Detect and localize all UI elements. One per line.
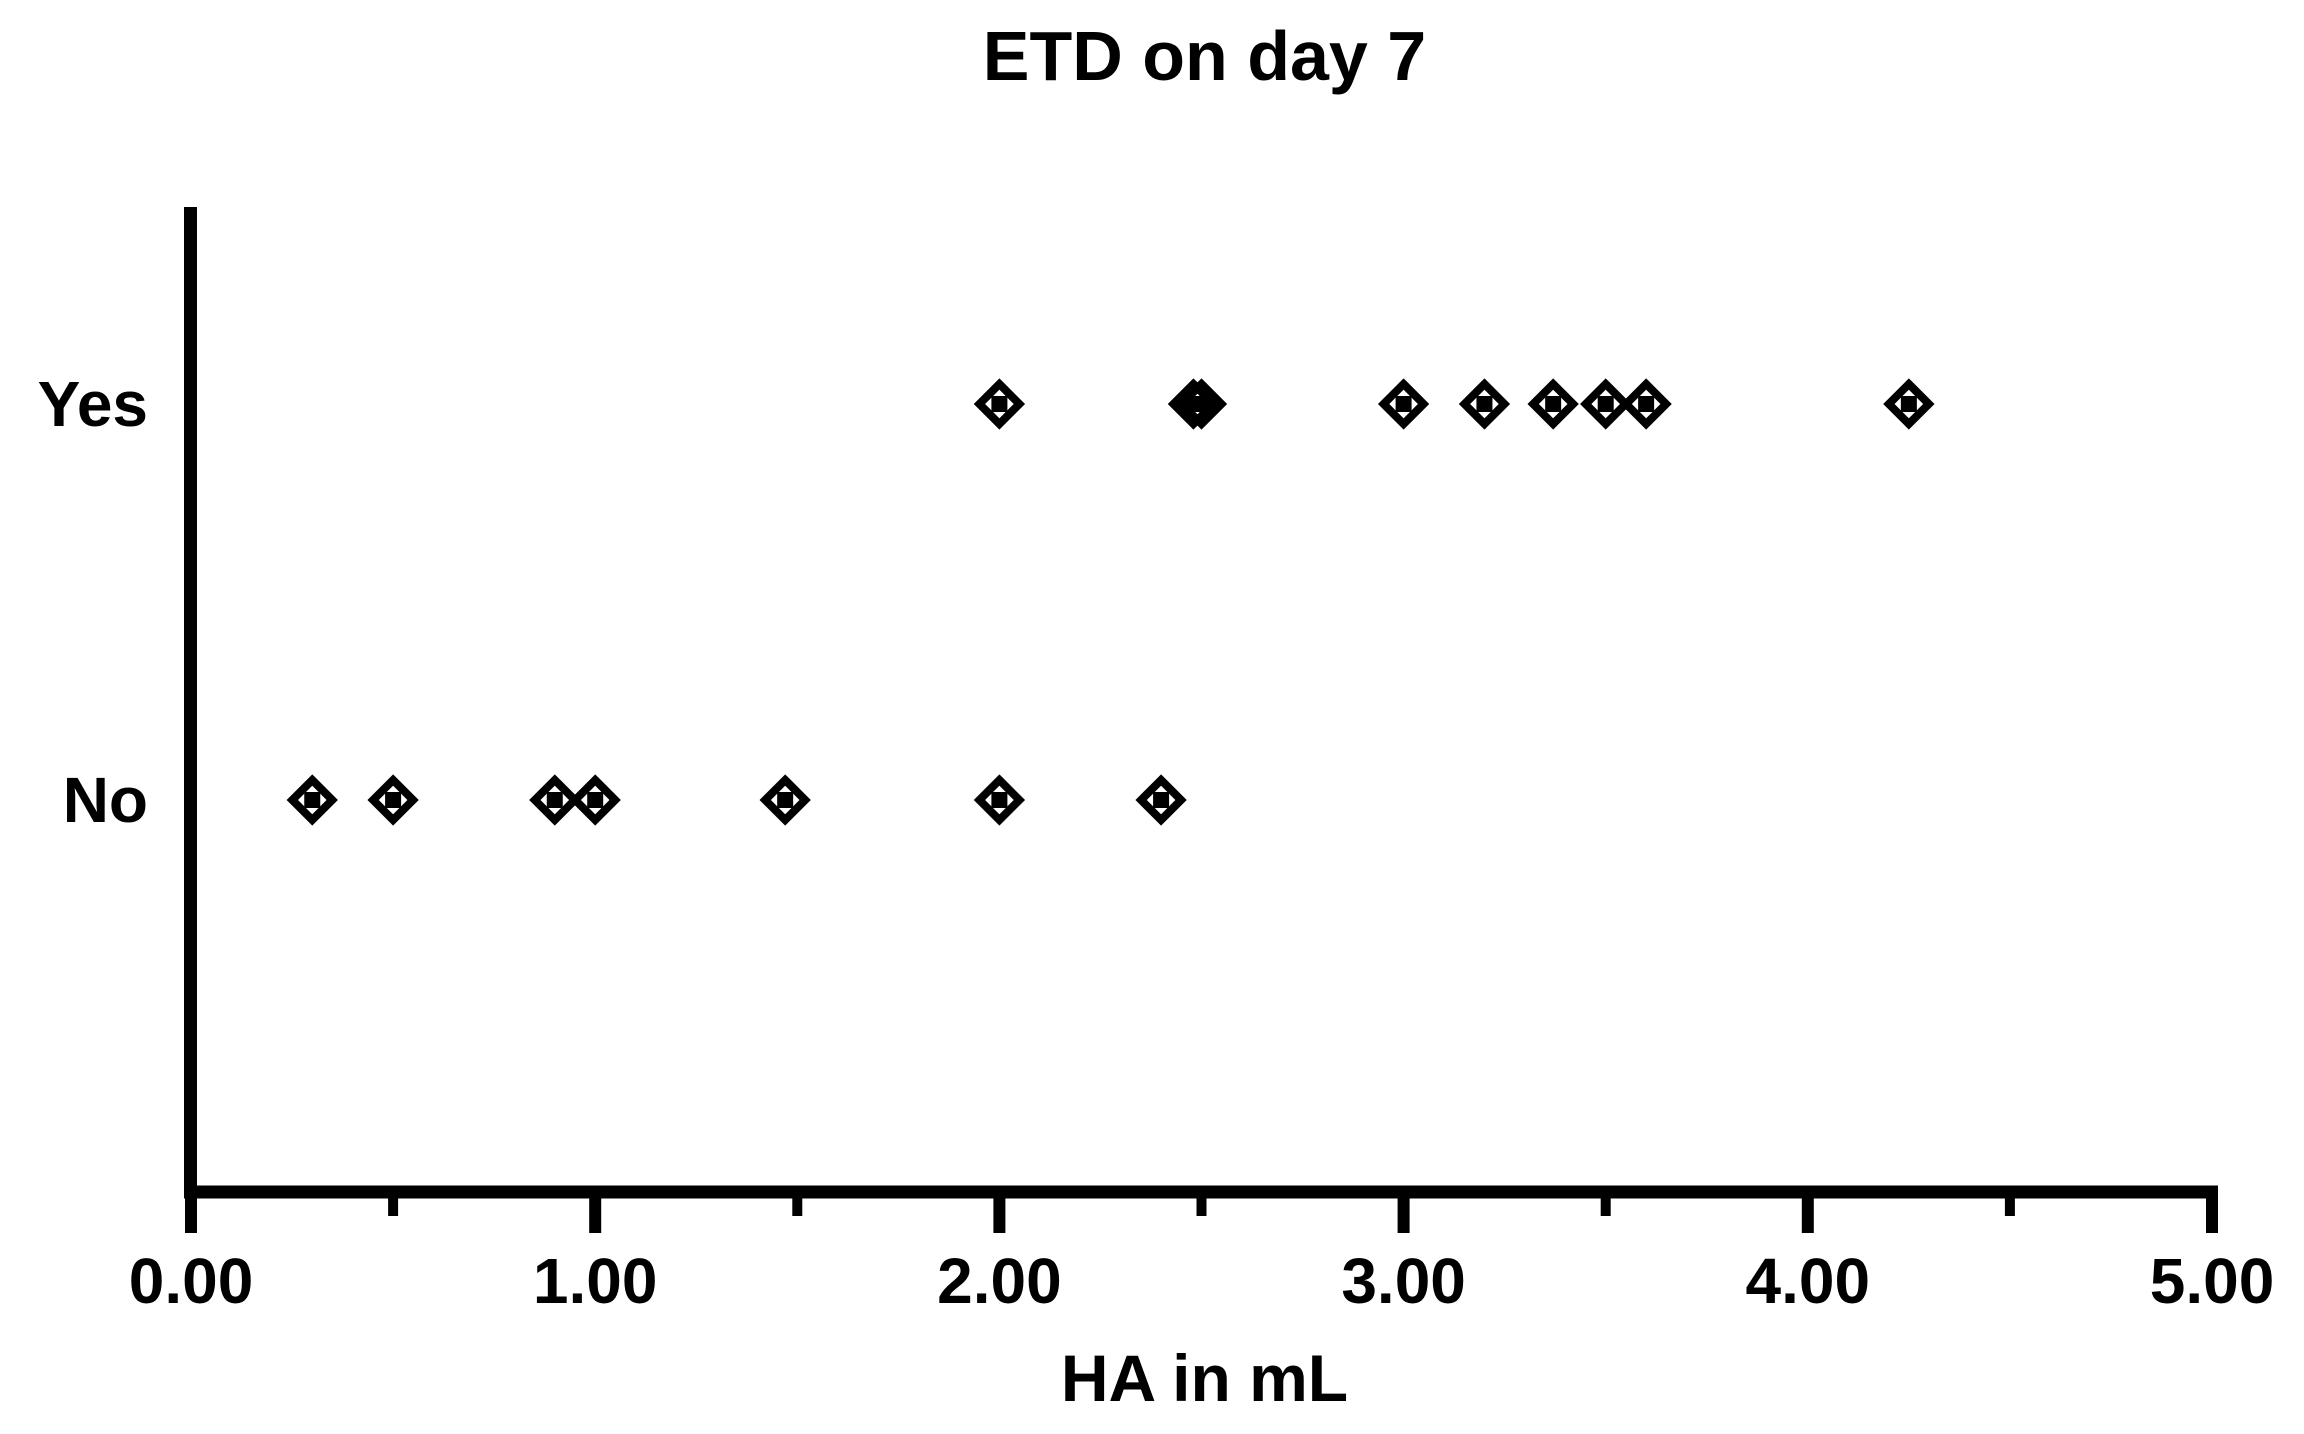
data-point-diamond-yes (973, 378, 1026, 430)
data-point-center-dot-no (1153, 792, 1170, 808)
data-point-diamond-no (286, 774, 338, 826)
data-point-center-dot-no (546, 792, 563, 808)
data-point-center-dot-no (587, 792, 604, 808)
data-point-center-dot-yes (991, 396, 1008, 412)
x-tick-label: 3.00 (1341, 1245, 1466, 1317)
data-point-diamond-yes (1580, 378, 1632, 430)
data-point-diamond-no (367, 774, 419, 826)
data-point-diamond-yes (1377, 378, 1430, 430)
data-point-diamond-yes (1458, 378, 1511, 430)
chart-title: ETD on day 7 (982, 17, 1427, 95)
x-tick-label: 5.00 (2150, 1245, 2275, 1317)
data-point-center-dot-yes (1597, 396, 1614, 412)
data-point-center-dot-no (991, 792, 1008, 808)
data-point-diamond-yes (1620, 378, 1672, 430)
data-point-diamond-no (1135, 774, 1187, 826)
x-tick-label: 1.00 (533, 1245, 658, 1317)
data-point-center-dot-yes (1900, 396, 1917, 412)
x-tick-label: 0.00 (129, 1245, 254, 1317)
data-point-diamond-no (759, 774, 811, 826)
data-point-center-dot-no (385, 792, 402, 808)
data-point-center-dot-no (304, 792, 321, 808)
x-axis-title: HA in mL (1060, 1341, 1349, 1415)
data-point-diamond-yes (1175, 378, 1228, 430)
data-point-diamond-no (569, 774, 621, 826)
data-point-center-dot-yes (1476, 396, 1493, 412)
data-point-diamond-yes (1527, 378, 1579, 430)
data-point-center-dot-no (777, 792, 794, 808)
data-point-diamond-no (529, 774, 581, 826)
y-category-label-no: No (62, 764, 148, 836)
data-point-center-dot-yes (1193, 396, 1210, 412)
data-point-center-dot-yes (1545, 396, 1562, 412)
x-tick-label: 2.00 (937, 1245, 1062, 1317)
data-point-center-dot-yes (1395, 396, 1412, 412)
y-category-label-yes: Yes (37, 368, 148, 440)
data-point-diamond-no (973, 774, 1026, 826)
data-point-center-dot-yes (1638, 396, 1655, 412)
x-tick-label: 4.00 (1746, 1245, 1871, 1317)
data-point-diamond-yes (1883, 378, 1935, 430)
